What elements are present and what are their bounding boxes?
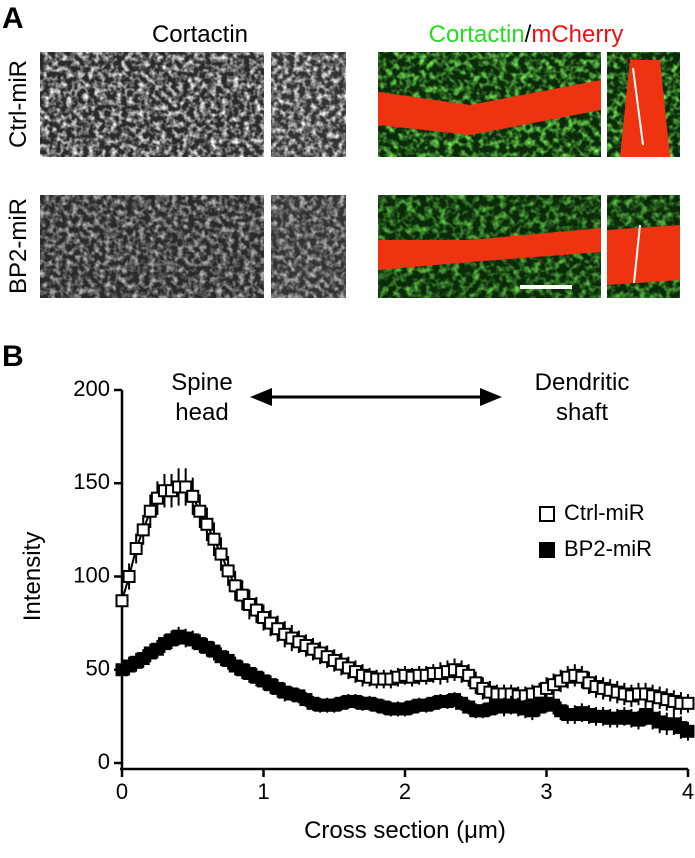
x-tick-label: 2 <box>399 779 411 804</box>
data-point <box>186 489 200 503</box>
annotation: shaft <box>556 399 608 426</box>
y-axis-label: Intensity <box>19 532 46 621</box>
annotation: Spine <box>171 369 232 396</box>
line-scan <box>633 224 641 284</box>
x-tick-label: 4 <box>682 779 694 804</box>
annotation: head <box>175 399 228 426</box>
y-tick-label: 100 <box>73 562 110 587</box>
legend-label: Ctrl-miR <box>564 500 645 525</box>
data-point <box>221 564 235 578</box>
data-point <box>115 594 129 608</box>
dendrite <box>378 228 601 270</box>
panel-label: B <box>2 340 24 373</box>
title-part: Cortactin <box>429 21 525 48</box>
y-tick-label: 0 <box>98 749 110 774</box>
data-point <box>136 523 150 537</box>
data-point <box>179 480 193 494</box>
legend-marker <box>539 542 555 558</box>
row-label: Ctrl-miR <box>5 60 32 148</box>
data-point <box>462 668 476 682</box>
y-tick-label: 200 <box>73 376 110 401</box>
image-noise <box>271 195 346 298</box>
image-noise <box>40 52 264 157</box>
image-noise <box>40 195 264 298</box>
panel-label: A <box>2 2 24 35</box>
data-point <box>214 547 228 561</box>
legend-marker <box>539 506 555 522</box>
x-tick-label: 1 <box>257 779 269 804</box>
data-point <box>228 579 242 593</box>
title-part: / <box>525 21 532 48</box>
images <box>40 52 680 298</box>
image-title: Cortactin <box>152 21 248 48</box>
arrow-head <box>250 388 272 406</box>
data-point <box>207 532 221 546</box>
spine <box>620 60 670 157</box>
microscopy-panel: A Cortactin Cortactin/mCherry Ctrl-miR B… <box>2 2 680 298</box>
dendrite <box>378 80 601 135</box>
series <box>115 468 695 715</box>
x-tick-label: 0 <box>116 779 128 804</box>
data-point <box>235 588 249 602</box>
y-tick-label: 150 <box>73 469 110 494</box>
data-point <box>681 696 695 710</box>
line-scan <box>632 67 644 146</box>
data-point <box>200 517 214 531</box>
data-point <box>193 504 207 518</box>
title-part: mCherry <box>531 21 623 48</box>
data-point <box>129 542 143 556</box>
data-point <box>150 491 164 505</box>
data-point <box>122 570 136 583</box>
x-axis-label: Cross section (μm) <box>304 817 506 844</box>
legend-label: BP2-miR <box>564 536 652 561</box>
x-tick-label: 3 <box>540 779 552 804</box>
data-point <box>143 504 157 518</box>
data-point <box>681 724 695 738</box>
image-noise <box>271 52 346 157</box>
chart: 0 50 100 150 200 0 1 2 3 4 Cross section (μm) Inten… <box>19 369 695 844</box>
y-tick-label: 50 <box>86 656 110 681</box>
data-point <box>249 603 263 617</box>
image-title: Cortactin/mCherry <box>429 21 624 48</box>
dendrite <box>607 225 680 285</box>
row-label: BP2-miR <box>5 198 32 294</box>
arrow-head <box>480 388 502 406</box>
annotation: Dendritic <box>535 369 630 396</box>
series <box>115 626 695 741</box>
